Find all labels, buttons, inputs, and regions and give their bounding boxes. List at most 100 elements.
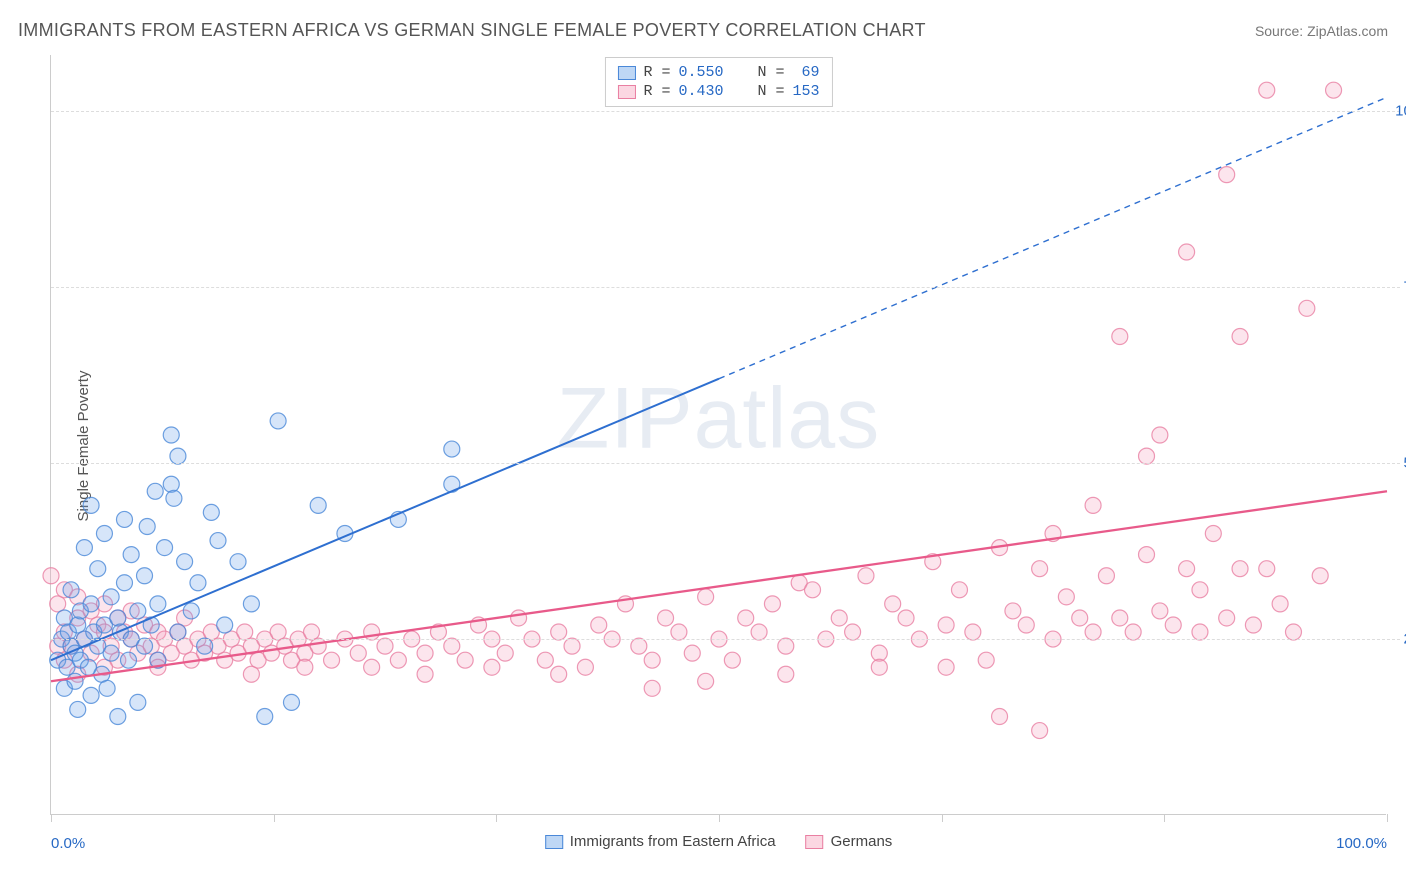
x-tick xyxy=(51,814,52,822)
scatter-point xyxy=(70,701,86,717)
scatter-point xyxy=(203,504,219,520)
x-tick xyxy=(942,814,943,822)
scatter-point xyxy=(1152,427,1168,443)
chart-header: IMMIGRANTS FROM EASTERN AFRICA VS GERMAN… xyxy=(18,20,1388,41)
legend-stats-row-2: R = 0.430 N = 153 xyxy=(617,82,819,101)
scatter-point xyxy=(1219,610,1235,626)
scatter-point xyxy=(965,624,981,640)
scatter-point xyxy=(183,603,199,619)
gridline-h xyxy=(51,639,1400,640)
scatter-point xyxy=(120,652,136,668)
scatter-point xyxy=(444,638,460,654)
scatter-point xyxy=(163,427,179,443)
scatter-point xyxy=(157,540,173,556)
scatter-point xyxy=(310,638,326,654)
trend-line-germans xyxy=(51,491,1387,681)
scatter-point xyxy=(270,413,286,429)
scatter-point xyxy=(684,645,700,661)
scatter-point xyxy=(444,441,460,457)
scatter-point xyxy=(83,497,99,513)
scatter-point xyxy=(1192,582,1208,598)
scatter-point xyxy=(103,645,119,661)
scatter-point xyxy=(377,638,393,654)
scatter-point xyxy=(724,652,740,668)
scatter-point xyxy=(591,617,607,633)
scatter-point xyxy=(243,596,259,612)
scatter-point xyxy=(938,659,954,675)
scatter-point xyxy=(938,617,954,633)
plot-area: ZIPatlas R = 0.550 N = 69 R = 0.430 N = … xyxy=(50,55,1386,815)
n-value-1: 69 xyxy=(793,64,820,81)
scatter-point xyxy=(1219,167,1235,183)
scatter-point xyxy=(871,659,887,675)
scatter-point xyxy=(139,518,155,534)
scatter-point xyxy=(137,568,153,584)
scatter-point xyxy=(511,610,527,626)
scatter-point xyxy=(63,582,79,598)
n-label: N = xyxy=(758,64,785,81)
x-tick-label: 0.0% xyxy=(51,835,85,852)
scatter-point xyxy=(885,596,901,612)
scatter-point xyxy=(417,666,433,682)
scatter-point xyxy=(1312,568,1328,584)
scatter-point xyxy=(1005,603,1021,619)
x-tick xyxy=(719,814,720,822)
x-tick xyxy=(496,814,497,822)
scatter-point xyxy=(130,603,146,619)
scatter-point xyxy=(764,596,780,612)
scatter-point xyxy=(992,708,1008,724)
scatter-point xyxy=(324,652,340,668)
chart-title: IMMIGRANTS FROM EASTERN AFRICA VS GERMAN… xyxy=(18,20,926,41)
legend-item-2: Germans xyxy=(806,833,893,850)
scatter-point xyxy=(1072,610,1088,626)
scatter-point xyxy=(1179,561,1195,577)
scatter-point xyxy=(1179,244,1195,260)
legend-label-1: Immigrants from Eastern Africa xyxy=(570,833,776,850)
scatter-point xyxy=(1085,497,1101,513)
scatter-point xyxy=(564,638,580,654)
scatter-point xyxy=(484,659,500,675)
scatter-point xyxy=(116,575,132,591)
scatter-point xyxy=(283,694,299,710)
scatter-point xyxy=(698,673,714,689)
scatter-point xyxy=(1112,610,1128,626)
y-tick-label: 100.0% xyxy=(1395,103,1406,120)
swatch-series-1 xyxy=(617,66,635,80)
scatter-point xyxy=(845,624,861,640)
scatter-point xyxy=(123,547,139,563)
scatter-point xyxy=(96,526,112,542)
r-value-2: 0.430 xyxy=(678,83,723,100)
x-tick-label: 100.0% xyxy=(1336,835,1387,852)
scatter-point xyxy=(978,652,994,668)
swatch-series-2-bottom xyxy=(806,835,824,849)
n-label: N = xyxy=(758,83,785,100)
scatter-point xyxy=(103,589,119,605)
gridline-h xyxy=(51,287,1400,288)
scatter-point xyxy=(1058,589,1074,605)
scatter-point xyxy=(150,596,166,612)
scatter-point xyxy=(390,652,406,668)
scatter-point xyxy=(671,624,687,640)
scatter-point xyxy=(1192,624,1208,640)
source-label: Source: xyxy=(1255,23,1303,39)
scatter-point xyxy=(116,511,132,527)
scatter-point xyxy=(83,596,99,612)
scatter-point xyxy=(163,476,179,492)
scatter-point xyxy=(631,638,647,654)
trend-line-eastern-africa-dashed xyxy=(719,97,1387,378)
scatter-point xyxy=(698,589,714,605)
scatter-point xyxy=(310,497,326,513)
scatter-point xyxy=(1259,561,1275,577)
scatter-point xyxy=(778,666,794,682)
scatter-point xyxy=(99,680,115,696)
scatter-point xyxy=(1152,603,1168,619)
scatter-point xyxy=(831,610,847,626)
scatter-point xyxy=(137,638,153,654)
scatter-point xyxy=(1018,617,1034,633)
scatter-point xyxy=(858,568,874,584)
legend-stats-row-1: R = 0.550 N = 69 xyxy=(617,63,819,82)
scatter-point xyxy=(170,624,186,640)
scatter-point xyxy=(1085,624,1101,640)
scatter-point xyxy=(1112,328,1128,344)
scatter-point xyxy=(1165,617,1181,633)
